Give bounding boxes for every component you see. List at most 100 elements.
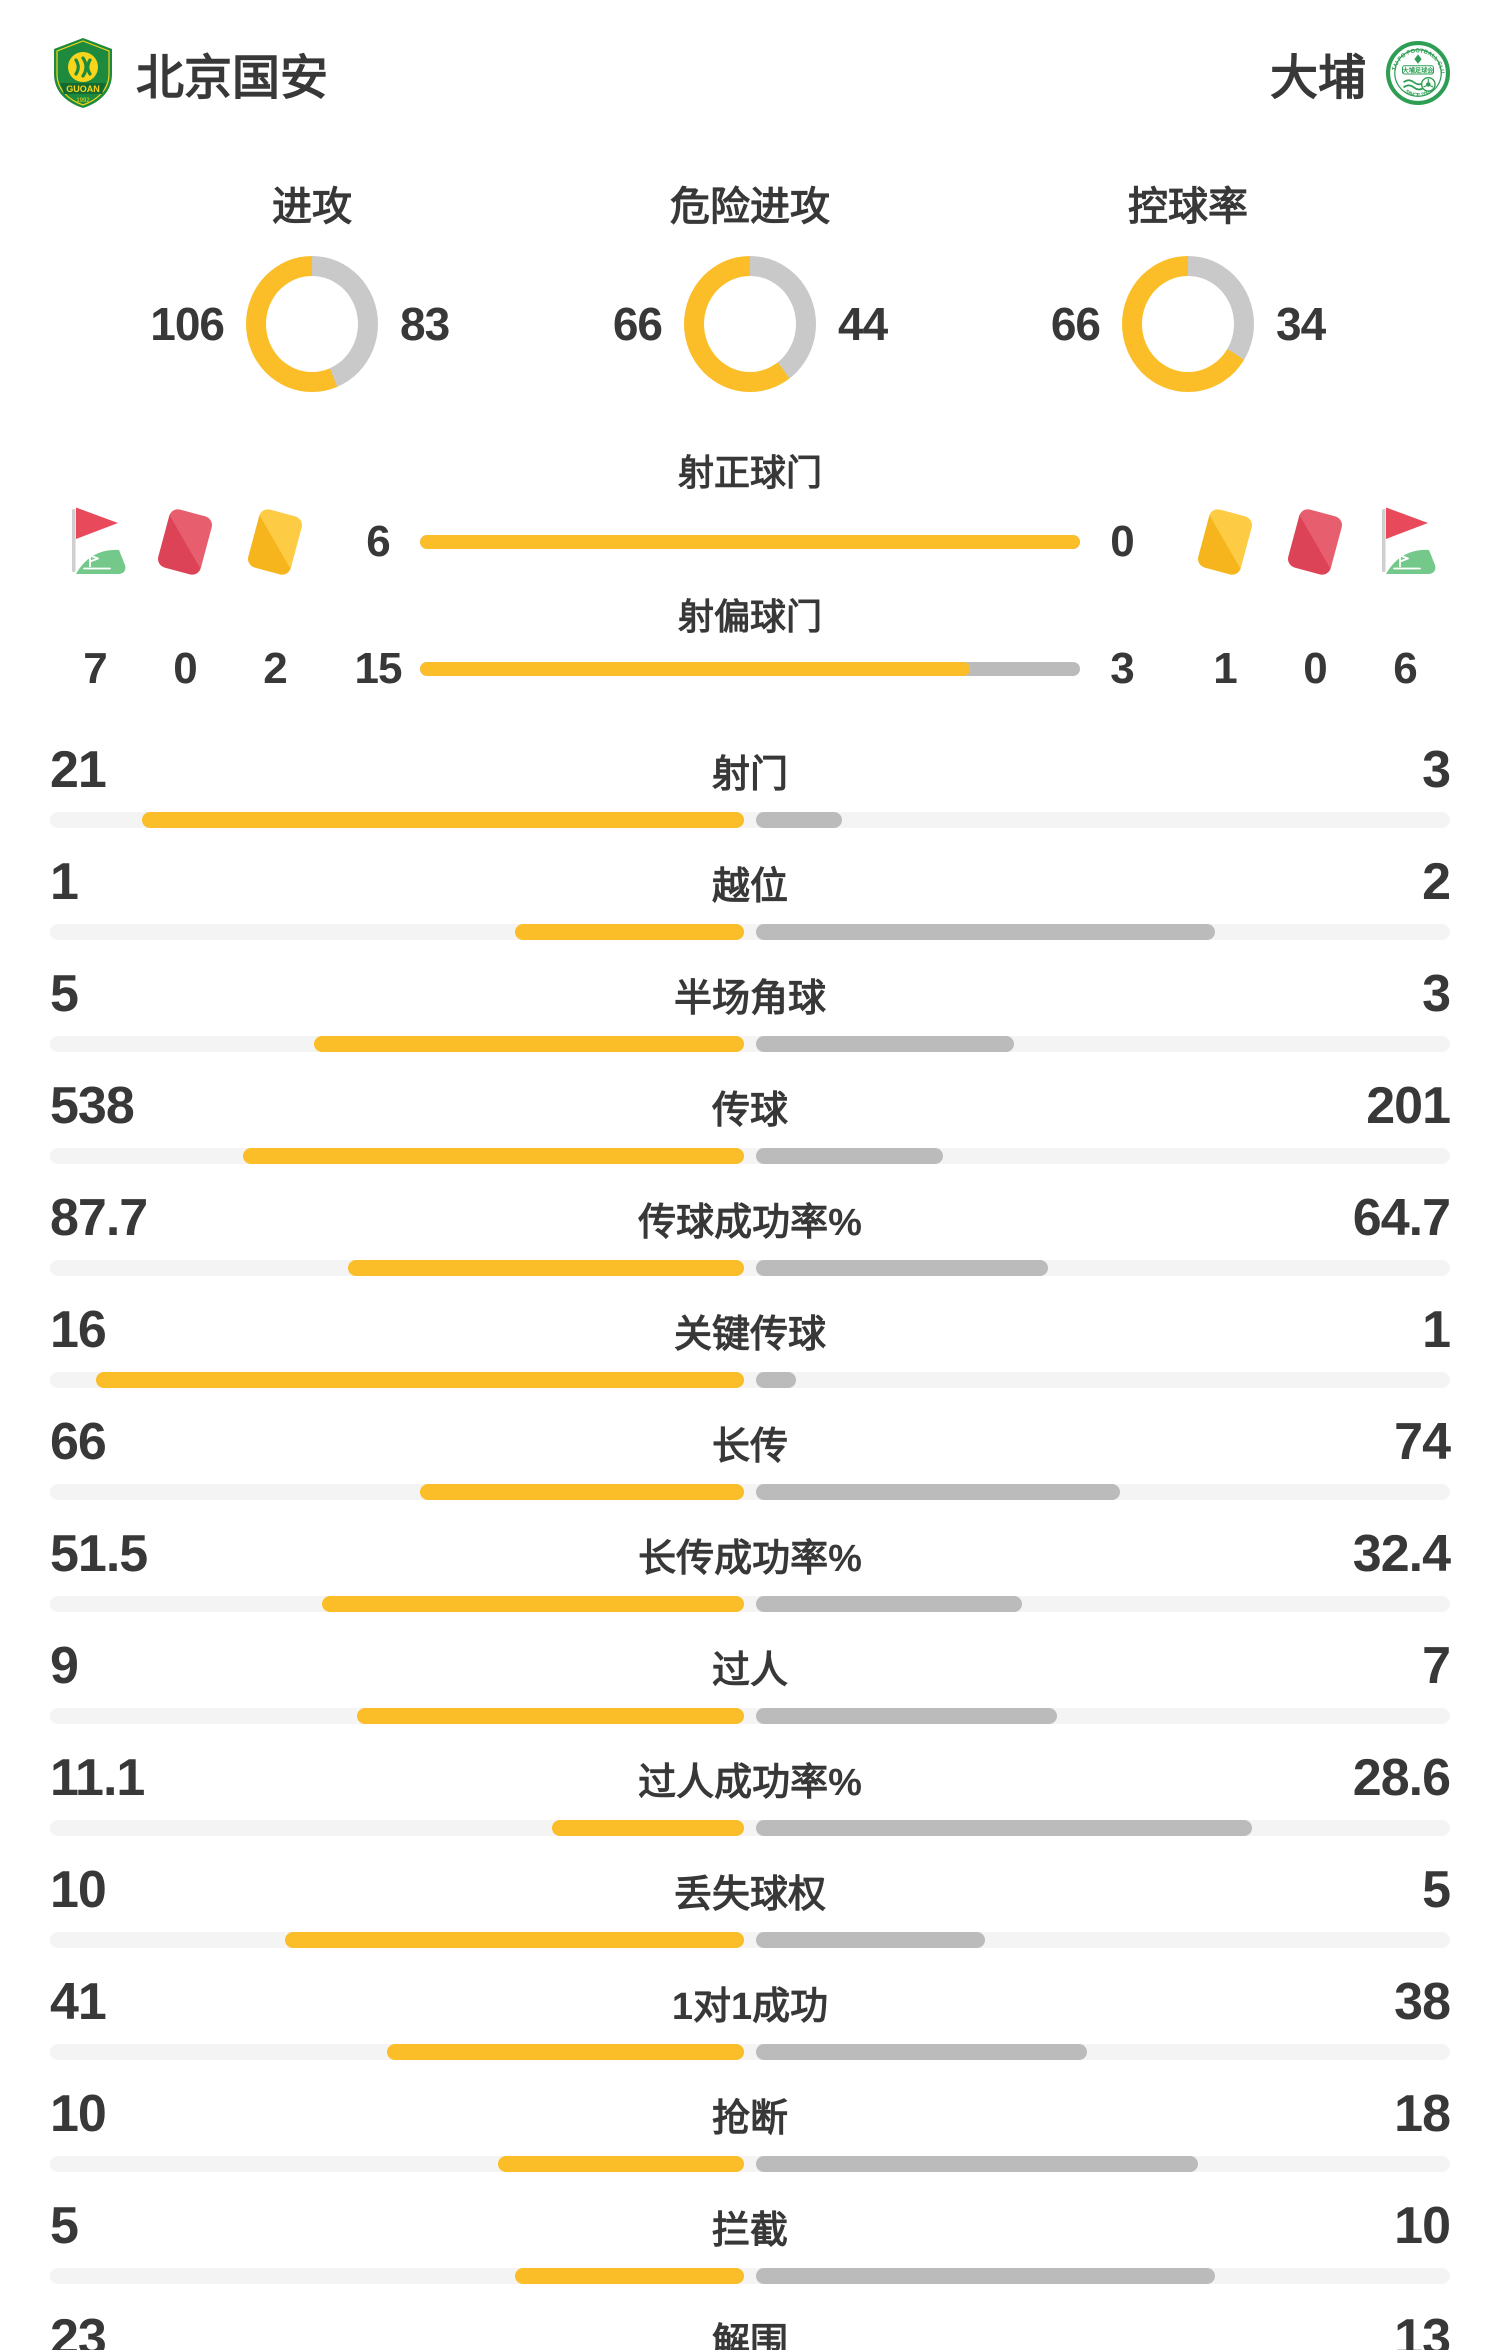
stat-home-value: 87.7 [50,1189,148,1247]
stat-home-bar [357,1708,744,1724]
stat-away-bar [756,924,1215,940]
stat-away-value: 64.7 [1352,1189,1451,1247]
stat-home-bar [552,1820,744,1836]
stat-label: 射门 [711,753,788,796]
stat-row: 5 拦截 10 [50,2196,1451,2284]
stat-home-value: 66 [50,1413,107,1471]
stat-away-value: 3 [1422,741,1451,799]
donut-row: 进攻 106 83 危险进攻 66 44 控球率 66 34 [50,174,1450,392]
shots-off-target-home-value: 15 [354,644,403,693]
team-away[interactable]: 大埔 TAI PO FOOTBALL CLUB SINCE 2002 大埔足球会 [1270,38,1450,108]
donut-stat: 进攻 106 83 [132,174,492,392]
yellow-card-icon [245,507,305,577]
stat-label: 解围 [711,2321,788,2350]
header: GUOAN 1992 北京国安 大埔 TAI PO FOOTBALL CLUB … [50,0,1450,110]
stat-track [50,1372,1450,1388]
stat-row: 5 半场角球 3 [50,964,1451,1052]
donut-home-value: 66 [1050,298,1101,350]
donut-ring [684,256,816,392]
stat-home-value: 51.5 [50,1525,148,1583]
stat-row: 538 传球 201 [50,1076,1451,1164]
shots-on-target-bar [420,535,1080,549]
stat-away-bar [756,1036,1014,1052]
stat-away-value: 3 [1422,965,1451,1023]
svg-text:SINCE 2002: SINCE 2002 [1404,88,1434,99]
stat-away-value: 10 [1394,2197,1451,2255]
home-yellow-cards-count: 2 [263,644,287,693]
red-card-icon [155,507,215,577]
donut-ring [1122,256,1254,392]
stat-row: 41 1对1成功 38 [50,1972,1451,2060]
stat-away-bar [756,1148,943,1164]
away-discipline-icons [1164,506,1450,578]
red-card-icon [1285,507,1345,577]
stat-label: 越位 [711,865,788,908]
stat-track [50,2044,1450,2060]
stat-row: 23 解围 13 [50,2308,1451,2350]
stat-away-value: 28.6 [1352,1749,1451,1807]
stat-home-bar [322,1596,744,1612]
stat-row: 11.1 过人成功率% 28.6 [50,1748,1451,1836]
away-yellow-cards-count: 1 [1213,644,1237,693]
away-red-cards-count: 0 [1303,644,1327,693]
team-home-name: 北京国安 [136,52,329,105]
team-home[interactable]: GUOAN 1992 北京国安 [50,36,328,110]
yellow-card-icon [1195,507,1255,577]
stat-home-value: 10 [50,1861,107,1919]
stat-home-bar [142,812,744,828]
stat-away-bar [756,2268,1215,2284]
donut-title: 危险进攻 [670,185,830,229]
stat-away-bar [756,1596,1022,1612]
stat-home-value: 16 [50,1301,107,1359]
stat-row: 51.5 长传成功率% 32.4 [50,1524,1451,1612]
stat-home-bar [420,1484,744,1500]
shots-off-target-row: 7 0 2 15 3 1 0 6 [50,640,1450,698]
stat-away-bar [756,1372,796,1388]
stat-label: 长传成功率% [638,1537,862,1580]
donut-section: 进攻 106 83 危险进攻 66 44 控球率 66 34 [50,174,1450,392]
stat-label: 半场角球 [673,977,826,1020]
stat-row: 87.7 传球成功率% 64.7 [50,1188,1451,1276]
stat-home-bar [387,2044,744,2060]
stat-label: 丢失球权 [673,1873,826,1916]
stat-home-bar [498,2156,744,2172]
stat-home-value: 21 [50,741,107,799]
stat-home-value: 10 [50,2085,107,2143]
stat-track [50,1148,1450,1164]
stat-home-bar [515,2268,744,2284]
svg-text:1992: 1992 [76,98,90,104]
stat-away-value: 18 [1394,2085,1451,2143]
stat-label: 过人 [711,1649,788,1692]
stat-home-bar [515,924,744,940]
stat-track [50,2156,1450,2172]
stat-away-value: 201 [1366,1077,1451,1135]
stat-away-value: 7 [1422,1637,1451,1695]
stat-track [50,812,1450,828]
stat-home-bar [348,1260,744,1276]
stat-track [50,1932,1450,1948]
donut-away-value: 83 [400,298,450,350]
stat-row: 10 抢断 18 [50,2084,1451,2172]
stat-row: 21 射门 3 [50,740,1451,828]
stat-away-value: 13 [1394,2309,1451,2350]
donut-ring [246,256,378,392]
stat-home-value: 5 [50,2197,79,2255]
donut-away-value: 34 [1276,298,1326,350]
stat-label: 传球成功率% [638,1201,862,1244]
shots-on-target-away-value: 0 [1110,517,1134,566]
stat-track [50,1036,1450,1052]
stat-away-bar [756,812,842,828]
away-corners-count: 6 [1393,644,1417,693]
stat-home-bar [243,1148,744,1164]
donut-title: 控球率 [1128,185,1248,229]
stat-track [50,924,1450,940]
stat-home-value: 9 [50,1637,79,1695]
shots-on-target-title: 射正球门 [677,452,822,493]
shots-section: 射正球门 6 0 [50,444,1450,698]
stats-list: 21 射门 3 1 越位 2 5 半场角球 3 [50,740,1451,2350]
stat-home-value: 538 [50,1077,135,1135]
stat-track [50,1820,1450,1836]
stat-away-value: 5 [1422,1861,1451,1919]
stat-home-bar [96,1372,744,1388]
